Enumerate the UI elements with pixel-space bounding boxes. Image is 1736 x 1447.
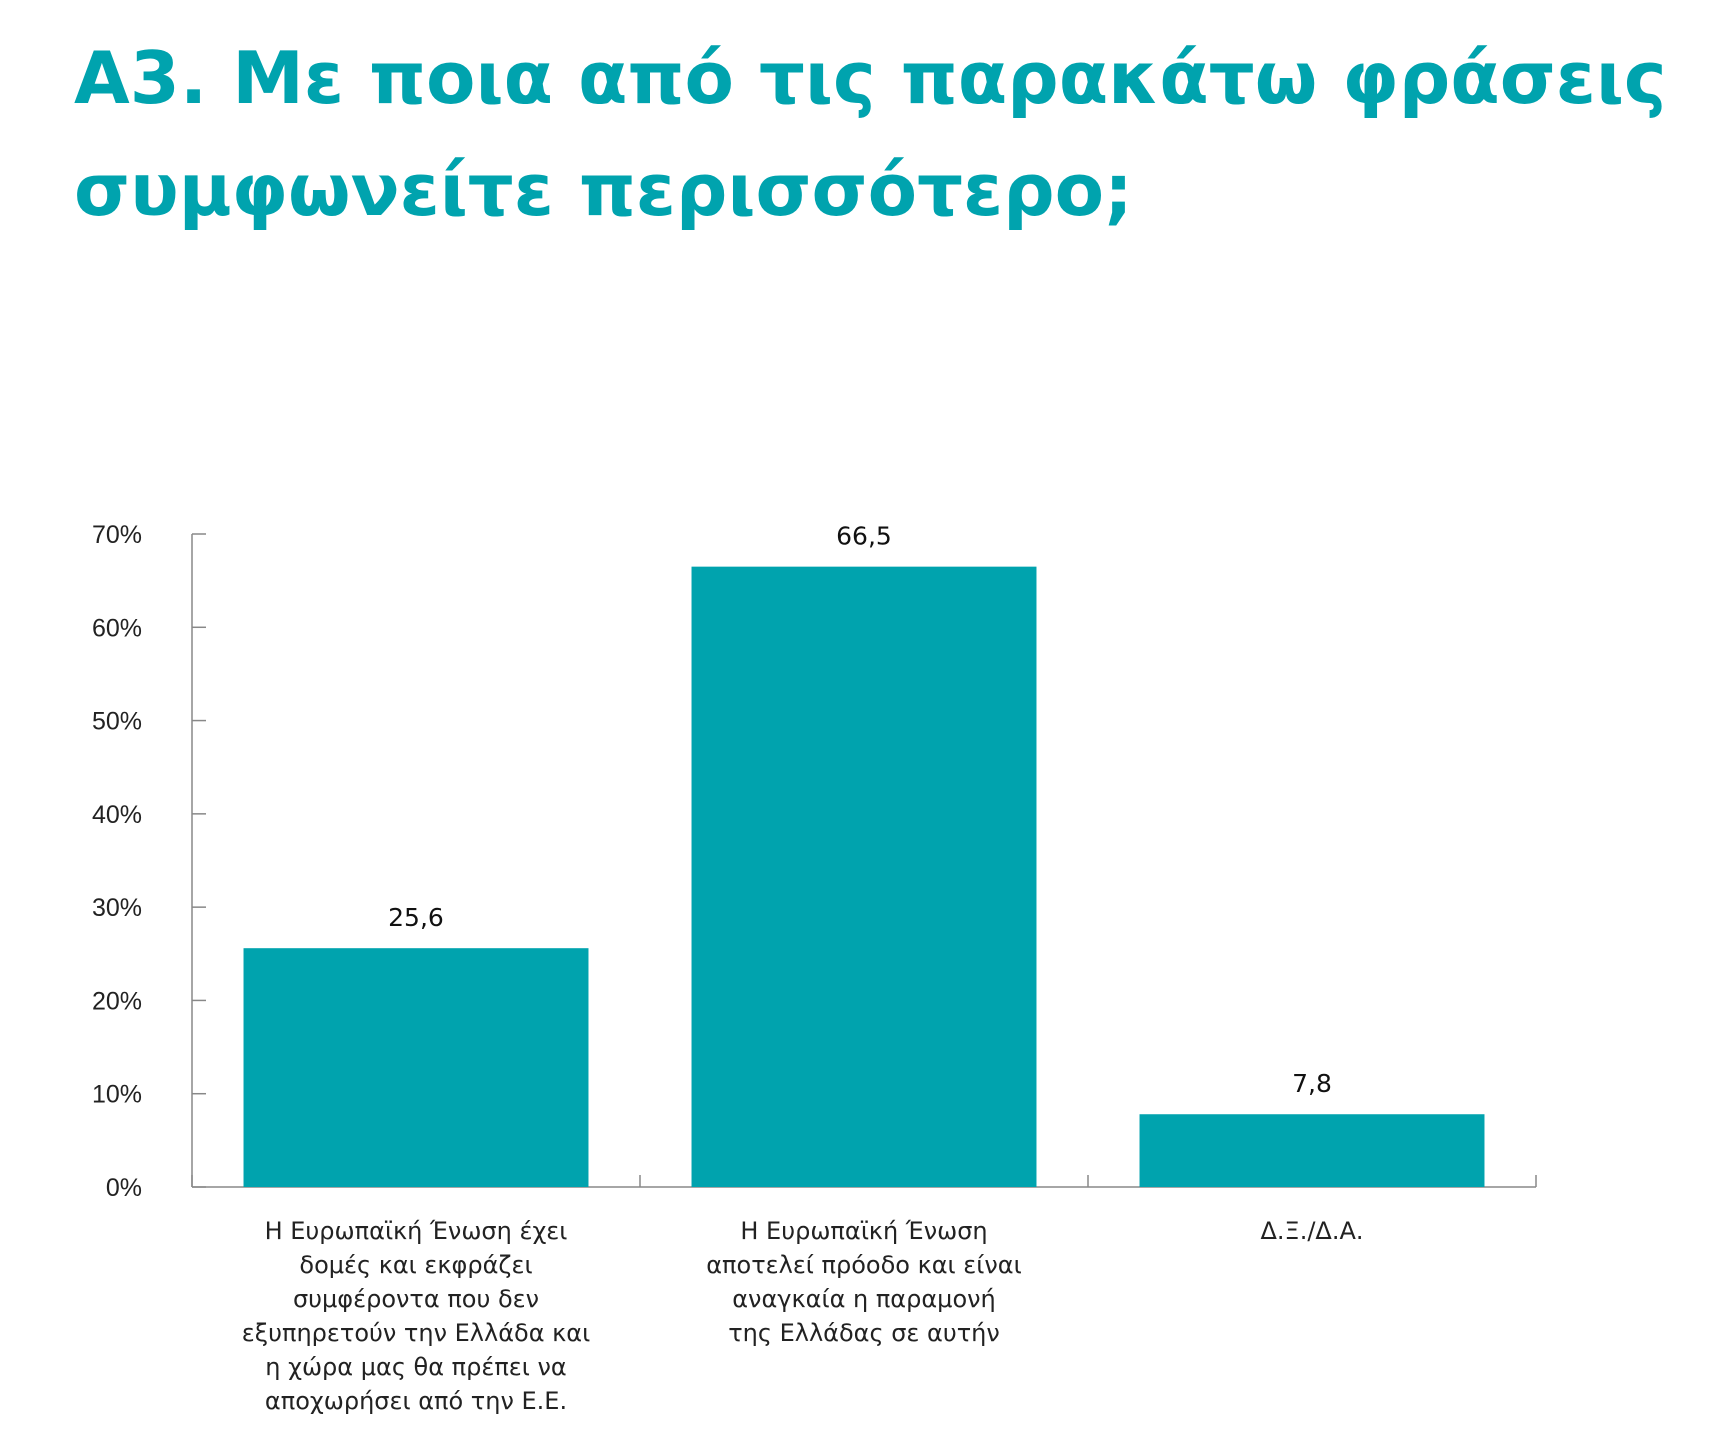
category-label: Δ.Ξ./Δ.Α. bbox=[1260, 1217, 1363, 1245]
category-label-line: Η Ευρωπαϊκή Ένωση bbox=[740, 1217, 987, 1245]
category-label-line: συμφέροντα που δεν bbox=[293, 1285, 539, 1313]
data-label: 25,6 bbox=[388, 903, 444, 932]
category-label: Η Ευρωπαϊκή Ένωση έχει δομές και εκφράζει… bbox=[242, 1217, 590, 1415]
category-label-line: Δ.Ξ./Δ.Α. bbox=[1260, 1217, 1363, 1245]
bar bbox=[1139, 1114, 1485, 1187]
data-label: 66,5 bbox=[836, 522, 892, 551]
category-label: Η Ευρωπαϊκή Ένωση αποτελεί πρόοδο και είν… bbox=[706, 1217, 1022, 1347]
bar bbox=[243, 948, 589, 1187]
category-labels: Η Ευρωπαϊκή Ένωση έχει δομές και εκφράζει… bbox=[242, 1217, 1364, 1415]
category-label-line: αποτελεί πρόοδο και είναι bbox=[706, 1251, 1022, 1279]
category-label-line: εξυπηρετούν την Ελλάδα και bbox=[242, 1319, 590, 1347]
y-tick-label: 50% bbox=[92, 708, 142, 736]
y-tick-label: 10% bbox=[92, 1081, 142, 1109]
category-label-line: της Ελλάδας σε αυτήν bbox=[728, 1319, 1000, 1347]
y-tick-label: 70% bbox=[92, 521, 142, 549]
y-tick-label: 40% bbox=[92, 801, 142, 829]
chart-title: Α3. Με ποια από τις παρακάτω φράσεις συμ… bbox=[74, 36, 1667, 232]
y-tick-label: 20% bbox=[92, 987, 142, 1015]
category-label-line: η χώρα μας θα πρέπει να bbox=[265, 1353, 566, 1381]
value-labels: 25,6 66,5 7,8 bbox=[388, 522, 1332, 1099]
y-tick-label: 30% bbox=[92, 894, 142, 922]
category-label-line: αναγκαία η παραμονή bbox=[732, 1285, 996, 1313]
category-label-line: Η Ευρωπαϊκή Ένωση έχει bbox=[265, 1217, 568, 1245]
category-label-line: αποχωρήσει από την Ε.Ε. bbox=[265, 1387, 567, 1415]
category-label-line: δομές και εκφράζει bbox=[299, 1251, 532, 1279]
bars bbox=[243, 566, 1485, 1187]
y-axis: 0% 10% 20% 30% 40% 50% 60% 70% bbox=[92, 521, 206, 1202]
y-tick-label: 60% bbox=[92, 614, 142, 642]
y-tick-label: 0% bbox=[106, 1174, 142, 1202]
data-label: 7,8 bbox=[1292, 1069, 1332, 1098]
bar bbox=[691, 566, 1037, 1187]
